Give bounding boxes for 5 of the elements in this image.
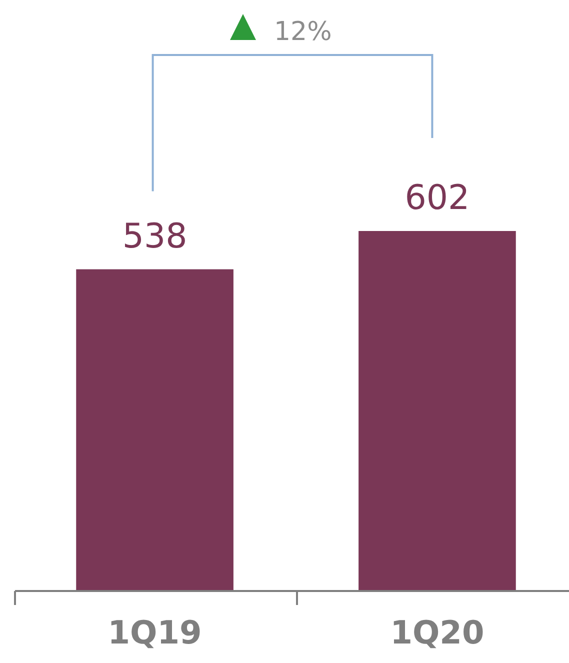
data-label: 602 bbox=[404, 178, 470, 218]
text: 12% bbox=[274, 17, 332, 47]
data-label: 538 bbox=[122, 216, 188, 256]
x-tick-label: 1Q20 bbox=[390, 614, 484, 652]
x-tick-label: 1Q19 bbox=[108, 614, 202, 652]
